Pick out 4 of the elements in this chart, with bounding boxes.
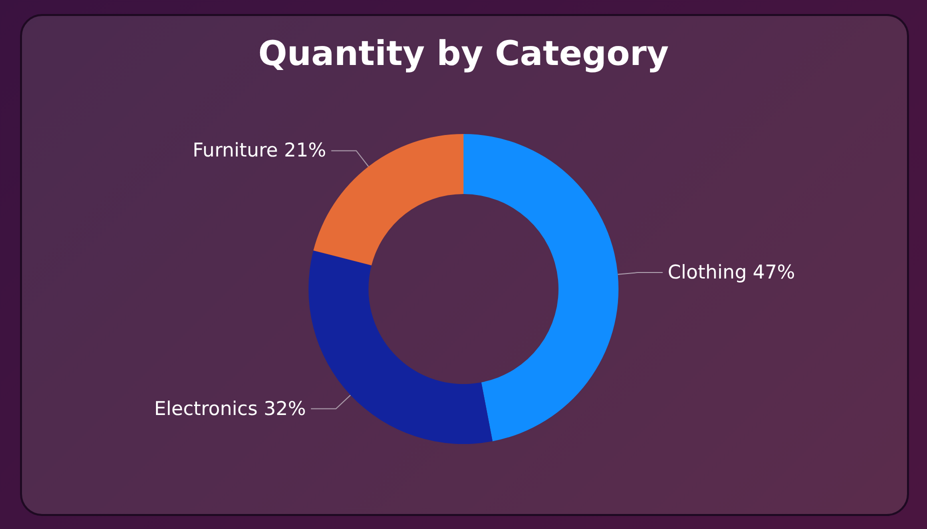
slice-label: Clothing 47% bbox=[668, 262, 796, 284]
chart-title: Quantity by Category bbox=[258, 34, 669, 74]
slice-label: Electronics 32% bbox=[154, 398, 306, 420]
slice-label: Furniture 21% bbox=[192, 140, 326, 162]
